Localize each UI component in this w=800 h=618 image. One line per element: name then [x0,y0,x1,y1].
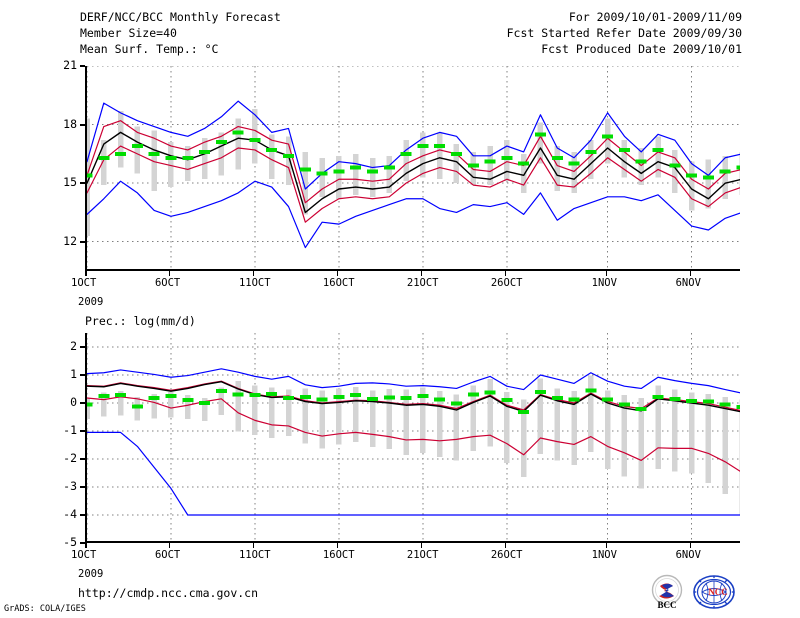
x-tick-label: 21OCT [406,549,439,561]
svg-text:BCC: BCC [657,600,676,610]
precipitation-year-label: 2009 [78,568,104,580]
x-tick-label: 16OCT [322,549,355,561]
y-tick-label: 1 [70,367,77,381]
fcst-started-label: Fcst Started Refer Date 2009/09/30 [506,26,742,40]
temperature-plot-area [85,66,740,271]
svg-text:NCC: NCC [708,587,728,597]
x-tick-mark [689,543,692,548]
y-tick-label: 12 [63,233,77,248]
grads-attribution: GrADS: COLA/IGES [4,604,86,614]
x-tick-mark [252,543,255,548]
x-tick-label: 26OCT [490,549,523,561]
y-tick-mark [80,402,85,404]
x-tick-label: 11OCT [238,549,271,561]
x-tick-mark [85,543,87,548]
x-tick-mark [336,543,339,548]
x-tick-label: 6NOV [675,549,701,561]
x-tick-label: 1OCT [71,277,97,289]
y-tick-label: 0 [70,395,77,409]
x-tick-mark [420,271,423,276]
y-tick-label: 18 [63,116,77,131]
x-tick-mark [605,543,608,548]
ncc-logo: NCC [692,574,736,612]
x-tick-mark [420,543,423,548]
temperature-year-label: 2009 [78,296,104,308]
y-tick-mark [80,458,85,460]
y-tick-label: 15 [63,175,77,190]
x-tick-mark [605,271,608,276]
x-tick-mark [504,543,507,548]
x-tick-label: 6OCT [154,549,181,561]
y-tick-label: -2 [63,451,77,465]
y-tick-mark [80,542,85,544]
member-size-label: Member Size=40 [80,26,177,40]
x-tick-label: 26OCT [490,277,523,289]
source-url[interactable]: http://cmdp.ncc.cma.gov.cn [78,586,259,600]
precipitation-plot-area [85,333,740,543]
x-tick-label: 16OCT [322,277,355,289]
x-tick-mark [252,271,255,276]
y-tick-mark [80,430,85,432]
x-tick-mark [689,271,692,276]
x-tick-mark [504,271,507,276]
y-tick-mark [80,486,85,488]
y-tick-label: -5 [63,535,77,549]
y-tick-label: 2 [70,339,77,353]
x-tick-mark [85,271,87,276]
forecast-title: DERF/NCC/BCC Monthly Forecast [80,10,281,24]
y-tick-label: 21 [63,58,77,72]
y-tick-mark [80,240,85,243]
forecast-period-label: For 2009/10/01-2009/11/09 [568,10,742,24]
x-tick-label: 21OCT [406,277,439,289]
x-tick-label: 6OCT [154,277,181,289]
y-tick-label: -1 [63,423,77,437]
y-tick-mark [80,182,85,185]
x-tick-label: 1OCT [71,549,97,561]
x-tick-mark [168,271,171,276]
fcst-produced-label: Fcst Produced Date 2009/10/01 [541,42,742,56]
y-tick-mark [80,514,85,516]
x-tick-mark [168,543,171,548]
x-tick-label: 1NOV [591,549,617,561]
precipitation-title: Prec.: log(mm/d) [85,314,196,328]
y-tick-label: -4 [63,507,77,521]
bcc-logo: BCC [646,574,688,612]
x-tick-label: 11OCT [238,277,271,289]
y-tick-label: -3 [63,479,77,493]
x-tick-label: 1NOV [591,277,617,289]
y-tick-mark [80,65,85,67]
y-tick-mark [80,346,85,348]
y-tick-mark [80,123,85,126]
y-tick-mark [80,374,85,376]
x-tick-label: 6NOV [675,277,701,289]
x-tick-mark [336,271,339,276]
temperature-variable-label: Mean Surf. Temp.: °C [80,42,219,56]
